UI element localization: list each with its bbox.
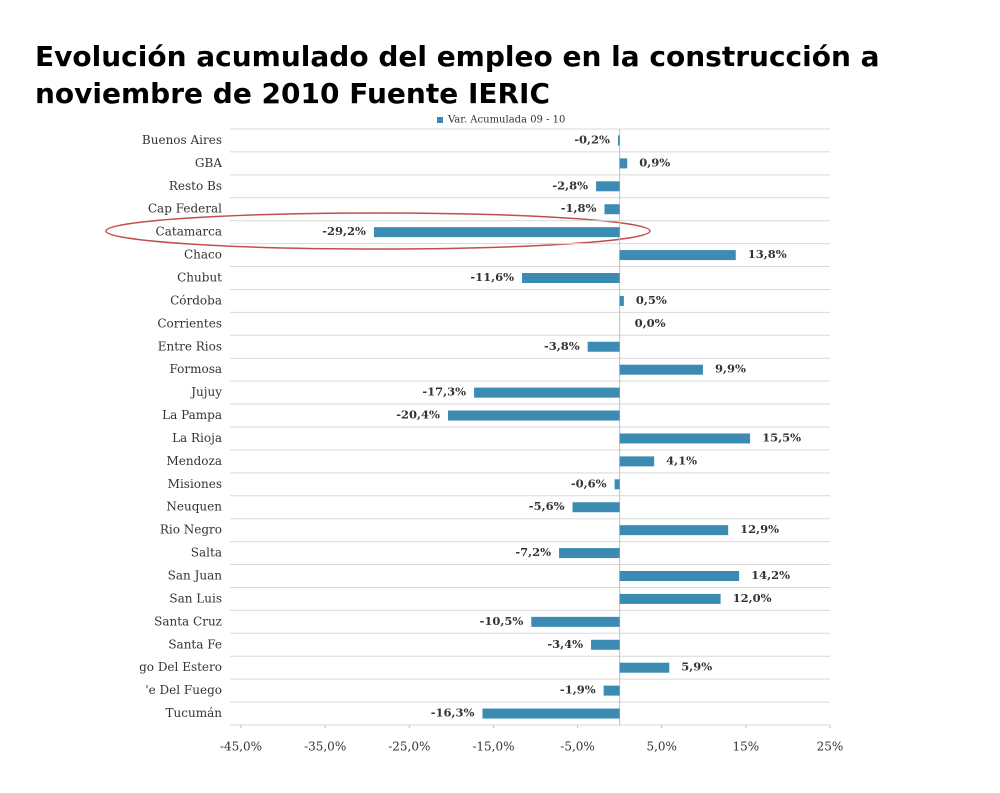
x-tick-label: 25% xyxy=(817,740,844,754)
y-tick-label: La Rioja xyxy=(172,431,222,445)
y-tick-label: Entre Rios xyxy=(158,339,222,353)
value-label: -29,2% xyxy=(322,224,366,238)
y-tick-label: Misiones xyxy=(168,477,222,491)
y-tick-label: go Del Estero xyxy=(139,660,222,674)
x-tick-label: -45,0% xyxy=(220,740,262,754)
x-tick-label: -15,0% xyxy=(472,740,514,754)
value-label: -1,8% xyxy=(561,201,597,215)
bar xyxy=(531,616,620,627)
value-label: -2,8% xyxy=(552,178,588,192)
value-label: 0,0% xyxy=(635,316,666,330)
y-tick-label: Santa Fe xyxy=(168,637,222,651)
y-tick-label: Chaco xyxy=(184,248,222,262)
value-label: 12,9% xyxy=(740,522,779,536)
bar xyxy=(619,295,624,306)
value-label: -10,5% xyxy=(480,614,524,628)
value-label: -3,8% xyxy=(544,339,580,353)
value-label: 12,0% xyxy=(733,591,772,605)
x-tick-label: 5,0% xyxy=(646,740,677,754)
bar xyxy=(591,639,620,650)
value-label: -16,3% xyxy=(431,706,475,720)
legend-label: Var. Acumulada 09 - 10 xyxy=(447,115,565,126)
bar xyxy=(619,456,655,467)
bar xyxy=(619,662,670,673)
bar xyxy=(522,273,620,283)
y-tick-label: Formosa xyxy=(169,362,222,376)
y-tick-label: Resto Bs xyxy=(169,179,222,193)
y-tick-label: Mendoza xyxy=(167,454,223,468)
y-tick-label: Salta xyxy=(191,546,222,560)
x-tick-label: 15% xyxy=(733,740,760,754)
y-tick-label: Jujuy xyxy=(189,385,222,399)
y-tick-label: 'e Del Fuego xyxy=(145,683,222,697)
y-tick-label: GBA xyxy=(195,156,222,170)
value-label: -20,4% xyxy=(396,408,440,422)
bar xyxy=(572,502,620,513)
y-tick-label: San Luis xyxy=(169,591,222,605)
value-label: 9,9% xyxy=(715,362,746,376)
value-label: 13,8% xyxy=(748,247,787,261)
bar xyxy=(619,571,740,581)
bar xyxy=(482,708,620,719)
bar xyxy=(447,410,620,421)
value-label: -5,6% xyxy=(529,499,565,513)
bar xyxy=(373,227,620,238)
value-label: 0,9% xyxy=(639,155,670,169)
y-tick-label: Neuquen xyxy=(166,500,222,514)
x-tick-label: -5,0% xyxy=(560,740,595,754)
y-tick-label: La Pampa xyxy=(162,408,222,422)
bar xyxy=(587,341,620,352)
value-label: 4,1% xyxy=(666,453,697,467)
bar xyxy=(614,479,620,490)
legend-swatch xyxy=(437,117,443,123)
bar xyxy=(474,387,620,398)
y-tick-label: Córdoba xyxy=(170,293,222,307)
bar xyxy=(617,135,620,146)
bar xyxy=(559,548,620,559)
y-tick-label: San Juan xyxy=(168,569,223,583)
value-label: -7,2% xyxy=(515,545,551,559)
y-tick-label: Cap Federal xyxy=(148,202,222,216)
bar xyxy=(604,204,620,215)
bar xyxy=(596,181,620,192)
bar xyxy=(619,433,751,444)
value-label: 0,5% xyxy=(636,293,667,307)
bar xyxy=(619,593,721,604)
y-tick-label: Corrientes xyxy=(157,316,222,330)
y-tick-label: Santa Cruz xyxy=(154,614,222,628)
y-tick-label: Catamarca xyxy=(156,225,222,239)
bar xyxy=(619,158,628,169)
value-label: 14,2% xyxy=(751,568,790,582)
bar xyxy=(619,525,729,536)
value-label: -3,4% xyxy=(547,637,583,651)
y-tick-label: Chubut xyxy=(177,271,222,285)
value-label: 5,9% xyxy=(681,660,712,674)
bar xyxy=(619,364,703,375)
y-tick-label: Tucumán xyxy=(166,706,223,720)
value-label: 15,5% xyxy=(762,430,801,444)
value-label: -11,6% xyxy=(470,270,514,284)
x-tick-label: -35,0% xyxy=(304,740,346,754)
x-tick-label: -25,0% xyxy=(388,740,430,754)
y-tick-label: Rio Negro xyxy=(160,523,222,537)
value-label: -17,3% xyxy=(422,385,466,399)
highlight-ellipse xyxy=(105,212,651,250)
bar xyxy=(619,250,736,261)
value-label: -1,9% xyxy=(560,683,596,697)
value-label: -0,6% xyxy=(571,476,607,490)
value-label: -0,2% xyxy=(574,132,610,146)
bar xyxy=(603,685,620,696)
chart-title: Evolución acumulado del empleo en la con… xyxy=(35,40,880,110)
y-tick-label: Buenos Aires xyxy=(142,133,222,147)
